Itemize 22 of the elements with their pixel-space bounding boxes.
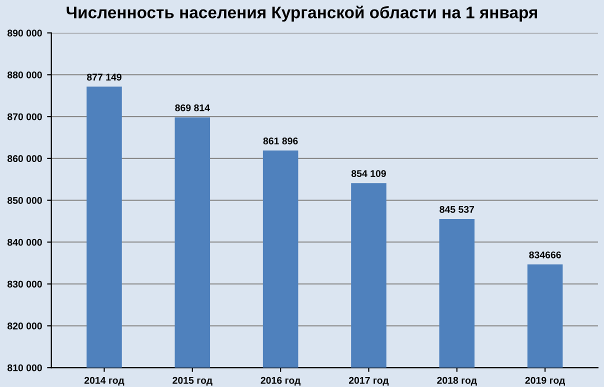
chart-title: Численность населения Курганской области на 1 января <box>66 6 538 22</box>
y-tick-label: 880 000 <box>7 71 42 78</box>
data-label: 869 814 <box>175 104 210 112</box>
x-tick-label: 2018 год <box>437 376 477 386</box>
y-tick-label: 860 000 <box>7 155 42 162</box>
y-tick-label: 830 000 <box>7 280 42 288</box>
y-tick-label: 820 000 <box>7 322 42 330</box>
x-tick-label: 2017 год <box>348 376 389 386</box>
x-tick-label: 2016 год <box>260 376 300 386</box>
data-label: 834666 <box>529 251 561 258</box>
y-tick-label: 850 000 <box>7 197 42 204</box>
x-tick-label: 2015 год <box>172 376 212 386</box>
x-tick-label: 2014 год <box>84 376 124 386</box>
y-tick-label: 890 000 <box>7 30 42 37</box>
data-label: 845 537 <box>440 206 474 213</box>
data-label: 854 109 <box>351 170 386 177</box>
x-tick-label: 2019 год <box>525 376 565 386</box>
data-label: 877 149 <box>86 74 122 81</box>
data-label: 861 896 <box>263 138 298 144</box>
y-tick-label: 810 000 <box>7 364 42 372</box>
y-tick-label: 870 000 <box>7 113 42 120</box>
y-tick-label: 840 000 <box>7 238 42 246</box>
